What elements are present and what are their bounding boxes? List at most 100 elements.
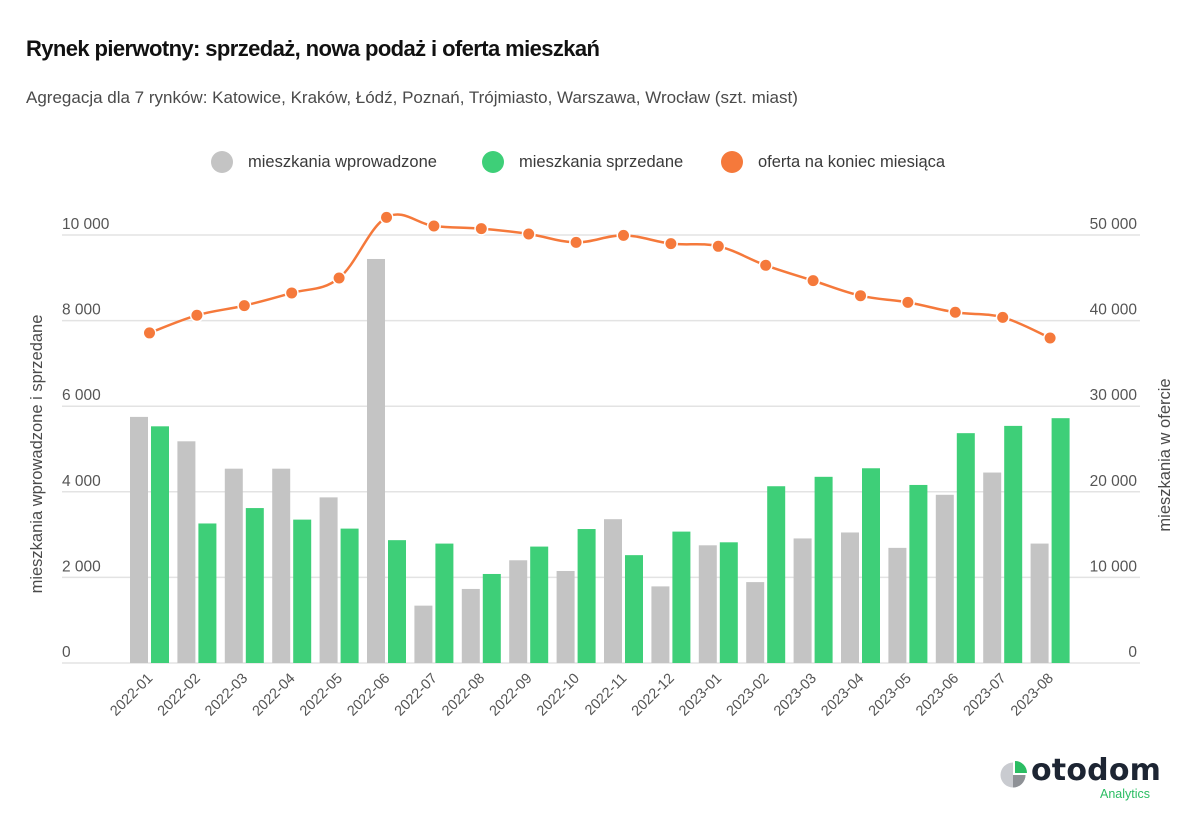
bar-sold[interactable] [198,523,217,663]
bar-sold[interactable] [293,519,312,663]
bar-sold[interactable] [151,426,169,663]
legend-marker-offer-icon [721,151,743,173]
x-tick-label: 2023-05 [866,671,915,720]
x-tick-label: 2023-06 [913,671,962,720]
line-point[interactable] [333,272,345,284]
bar-sold[interactable] [482,573,501,663]
x-tick-label: 2022-02 [155,671,204,720]
x-tick-label: 2023-02 [724,671,773,720]
bar-sold[interactable] [767,486,786,663]
bar-introduced[interactable] [414,605,433,663]
bar-sold[interactable] [577,529,596,663]
bar-introduced[interactable] [698,545,717,663]
bar-introduced[interactable] [793,538,812,663]
line-point[interactable] [665,238,677,250]
line-point[interactable] [760,259,772,271]
bar-sold[interactable] [719,542,738,663]
bar-introduced[interactable] [935,494,954,663]
line-point[interactable] [191,309,203,321]
bar-introduced[interactable] [130,416,148,663]
line-point[interactable] [523,228,535,240]
x-tick-label: 2023-03 [771,671,820,720]
offer-line-path [149,213,1051,340]
line-point[interactable] [949,306,961,318]
bar-introduced[interactable] [461,588,480,663]
bar-sold[interactable] [388,540,406,663]
bar-sold[interactable] [909,484,928,663]
x-axis-ticks: 2022-012022-022022-032022-042022-052022-… [107,671,1057,720]
right-tick-label: 50 000 [1090,216,1138,233]
legend-item-introduced[interactable]: mieszkania wprowadzone [211,150,437,174]
x-tick-label: 2022-03 [202,671,251,720]
bar-introduced[interactable] [367,258,385,663]
left-tick-label: 2 000 [62,558,101,575]
bar-sold[interactable] [814,476,833,663]
bar-sold[interactable] [530,546,549,663]
bar-sold[interactable] [625,555,643,663]
bar-sold[interactable] [245,508,264,663]
right-tick-label: 40 000 [1090,302,1138,319]
x-tick-label: 2022-06 [344,671,393,720]
x-tick-label: 2022-09 [487,671,536,720]
x-tick-label: 2022-01 [107,671,156,720]
bar-sold[interactable] [1051,418,1070,663]
legend-label: oferta na koniec miesiąca [758,152,946,171]
line-point[interactable] [855,290,866,302]
line-point[interactable] [381,211,392,223]
bar-sold[interactable] [672,531,691,663]
line-point[interactable] [286,287,298,299]
left-tick-label: 8 000 [62,302,101,319]
legend-label: mieszkania wprowadzone [248,152,437,171]
left-axis-title: mieszkania wprowadzone i sprzedane [28,315,46,594]
right-axis-ticks: 0 10 000 20 000 30 000 40 000 50 000 [1090,216,1138,661]
legend-item-offer[interactable]: oferta na koniec miesiąca [721,150,945,174]
bar-sold[interactable] [340,528,359,663]
bar-sold[interactable] [1004,425,1023,663]
otodom-logo: otodom Analytics [1000,753,1170,807]
legend: mieszkania wprowadzone mieszkania sprzed… [0,150,1200,174]
x-tick-label: 2022-12 [629,671,678,720]
bar-introduced[interactable] [509,560,528,663]
line-point[interactable] [475,223,487,235]
bar-introduced[interactable] [177,441,196,663]
legend-item-sold[interactable]: mieszkania sprzedane [482,150,683,174]
bars [130,258,1070,663]
bar-introduced[interactable] [604,519,622,663]
line-point[interactable] [238,300,250,312]
line-point[interactable] [570,236,582,248]
line-point[interactable] [144,327,155,339]
bar-sold[interactable] [956,433,975,663]
x-tick-label: 2022-08 [439,671,488,720]
bar-introduced[interactable] [841,532,859,663]
bar-sold[interactable] [435,543,454,663]
x-tick-label: 2023-01 [676,671,725,720]
x-tick-label: 2023-08 [1008,671,1057,720]
bar-introduced[interactable] [272,468,291,663]
bar-introduced[interactable] [1030,543,1049,663]
right-tick-label: 0 [1128,644,1137,661]
legend-marker-sold-icon [482,151,504,173]
bar-introduced[interactable] [888,547,907,663]
bar-introduced[interactable] [319,497,338,663]
x-tick-label: 2022-11 [582,671,630,719]
line-point[interactable] [997,311,1009,323]
right-axis-title: mieszkania w ofercie [1156,378,1174,531]
line-point[interactable] [1044,332,1056,344]
line-point[interactable] [712,240,724,252]
bar-introduced[interactable] [556,570,575,663]
bar-introduced[interactable] [224,468,243,663]
line-point[interactable] [428,220,440,232]
line-point[interactable] [902,296,914,308]
x-tick-label: 2022-10 [534,671,583,720]
bar-introduced[interactable] [651,586,670,663]
left-tick-label: 0 [62,644,71,661]
line-point[interactable] [807,275,819,287]
line-point[interactable] [618,229,629,241]
logo-subtitle: Analytics [1100,787,1151,801]
x-tick-label: 2022-04 [250,671,299,720]
bar-sold[interactable] [862,468,880,663]
x-tick-label: 2023-04 [818,671,867,720]
bar-introduced[interactable] [983,472,1002,663]
bar-introduced[interactable] [746,582,765,663]
